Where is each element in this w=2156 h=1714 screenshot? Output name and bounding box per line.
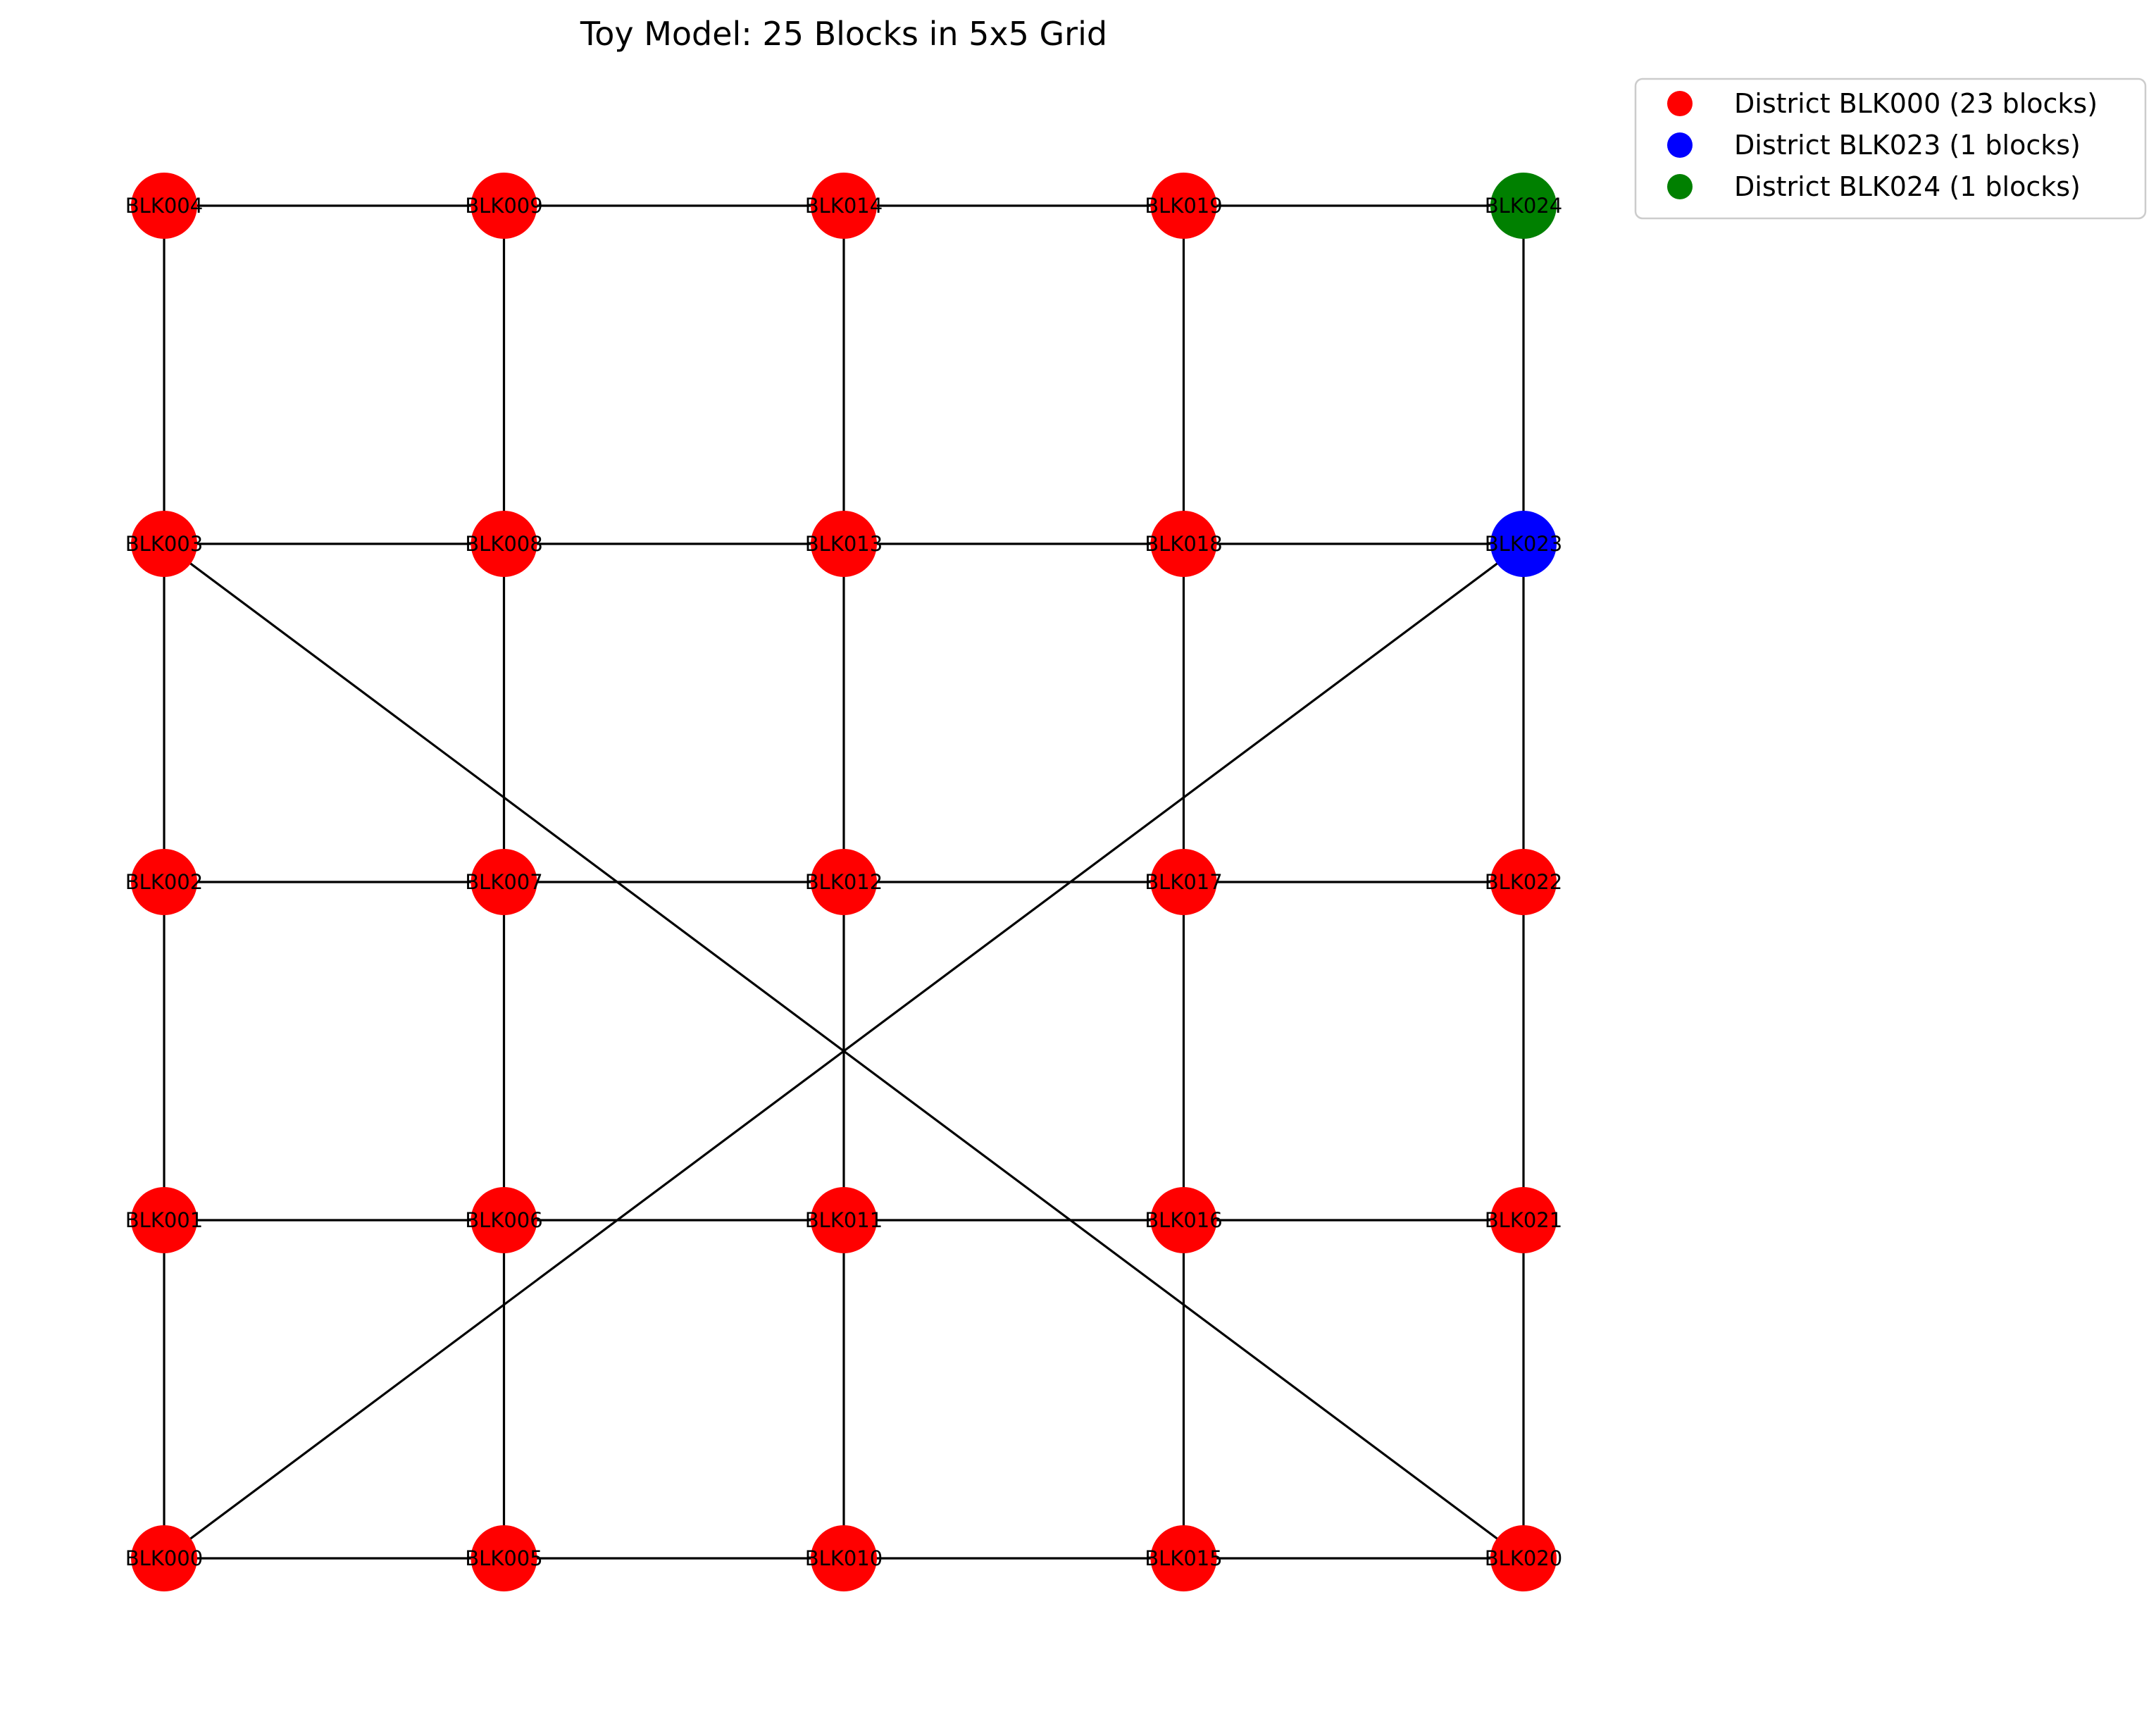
legend-frame [1634,77,2147,220]
node-circle [1490,849,1557,915]
node-label: BLK018 [1145,532,1222,556]
node-label: BLK022 [1485,870,1562,894]
node-label: BLK011 [805,1208,883,1232]
node-label: BLK019 [1145,194,1222,218]
node-label: BLK009 [465,194,542,218]
node-BLK022: BLK022 [1485,849,1562,915]
node-label: BLK003 [125,532,203,556]
node-label: BLK014 [805,194,883,218]
node-BLK004: BLK004 [125,173,203,239]
edge-layer [163,204,1525,1560]
node-BLK016: BLK016 [1145,1187,1223,1253]
edge-BLK000-BLK023 [163,542,1524,1560]
legend: District BLK000 (23 blocks) District BLK0… [1634,77,2147,220]
node-label: BLK000 [125,1546,203,1570]
node-label: BLK024 [1485,194,1562,218]
legend-label: District BLK000 (23 blocks) [1734,88,2098,119]
node-BLK012: BLK012 [805,849,883,915]
node-label: BLK002 [125,870,203,894]
node-label: BLK017 [1145,870,1222,894]
node-label: BLK006 [465,1208,542,1232]
node-circle [471,1187,537,1253]
node-circle [131,1187,197,1253]
node-BLK017: BLK017 [1145,849,1223,915]
node-label: BLK021 [1485,1208,1562,1232]
node-label: BLK013 [805,532,883,556]
legend-item: District BLK000 (23 blocks) [1667,88,2098,119]
node-circle [471,1525,537,1591]
node-BLK020: BLK020 [1485,1525,1562,1591]
legend-label: District BLK023 (1 blocks) [1734,130,2081,161]
node-circle [131,849,197,915]
node-circle [131,511,197,577]
node-label: BLK015 [1145,1546,1222,1570]
node-BLK002: BLK002 [125,849,203,915]
node-circle [1490,1187,1557,1253]
node-BLK005: BLK005 [465,1525,543,1591]
node-BLK009: BLK009 [465,173,543,239]
node-BLK021: BLK021 [1485,1187,1562,1253]
node-circle [1490,511,1557,577]
node-circle [811,511,877,577]
node-BLK001: BLK001 [125,1187,203,1253]
node-circle [471,849,537,915]
legend-item: District BLK024 (1 blocks) [1667,171,2081,202]
legend-marker [1667,91,1693,116]
legend-label: District BLK024 (1 blocks) [1734,171,2081,202]
node-circle [1150,1187,1217,1253]
node-BLK013: BLK013 [805,511,883,577]
node-BLK015: BLK015 [1145,1525,1223,1591]
node-label: BLK016 [1145,1208,1222,1232]
node-BLK003: BLK003 [125,511,203,577]
legend-marker [1667,132,1693,158]
node-BLK019: BLK019 [1145,173,1223,239]
node-circle [1490,1525,1557,1591]
node-BLK010: BLK010 [805,1525,883,1591]
node-circle [131,1525,197,1591]
node-label: BLK008 [465,532,542,556]
legend-item: District BLK023 (1 blocks) [1667,130,2081,161]
node-circle [811,1525,877,1591]
node-label: BLK012 [805,870,883,894]
legend-items: District BLK000 (23 blocks) District BLK0… [1667,88,2098,202]
node-layer: BLK000 BLK001 BLK002 BLK003 BLK004 BLK005 BLK0… [125,173,1562,1591]
node-label: BLK007 [465,870,542,894]
node-circle [1150,1525,1217,1591]
node-label: BLK001 [125,1208,203,1232]
node-BLK007: BLK007 [465,849,543,915]
node-circle [1150,173,1217,239]
node-label: BLK023 [1485,532,1562,556]
node-circle [471,511,537,577]
node-circle [811,173,877,239]
diagram-title: Toy Model: 25 Blocks in 5x5 Grid [580,15,1107,53]
node-label: BLK004 [125,194,203,218]
node-BLK014: BLK014 [805,173,883,239]
node-BLK024: BLK024 [1485,173,1562,239]
node-circle [1150,849,1217,915]
legend-marker [1667,174,1693,199]
node-BLK006: BLK006 [465,1187,543,1253]
node-BLK018: BLK018 [1145,511,1223,577]
node-BLK023: BLK023 [1485,511,1562,577]
node-label: BLK010 [805,1546,883,1570]
node-BLK011: BLK011 [805,1187,883,1253]
node-circle [1150,511,1217,577]
node-label: BLK005 [465,1546,542,1570]
node-circle [1490,173,1557,239]
node-circle [811,849,877,915]
node-BLK008: BLK008 [465,511,543,577]
node-circle [131,173,197,239]
node-circle [811,1187,877,1253]
node-BLK000: BLK000 [125,1525,203,1591]
node-circle [471,173,537,239]
node-label: BLK020 [1485,1546,1562,1570]
